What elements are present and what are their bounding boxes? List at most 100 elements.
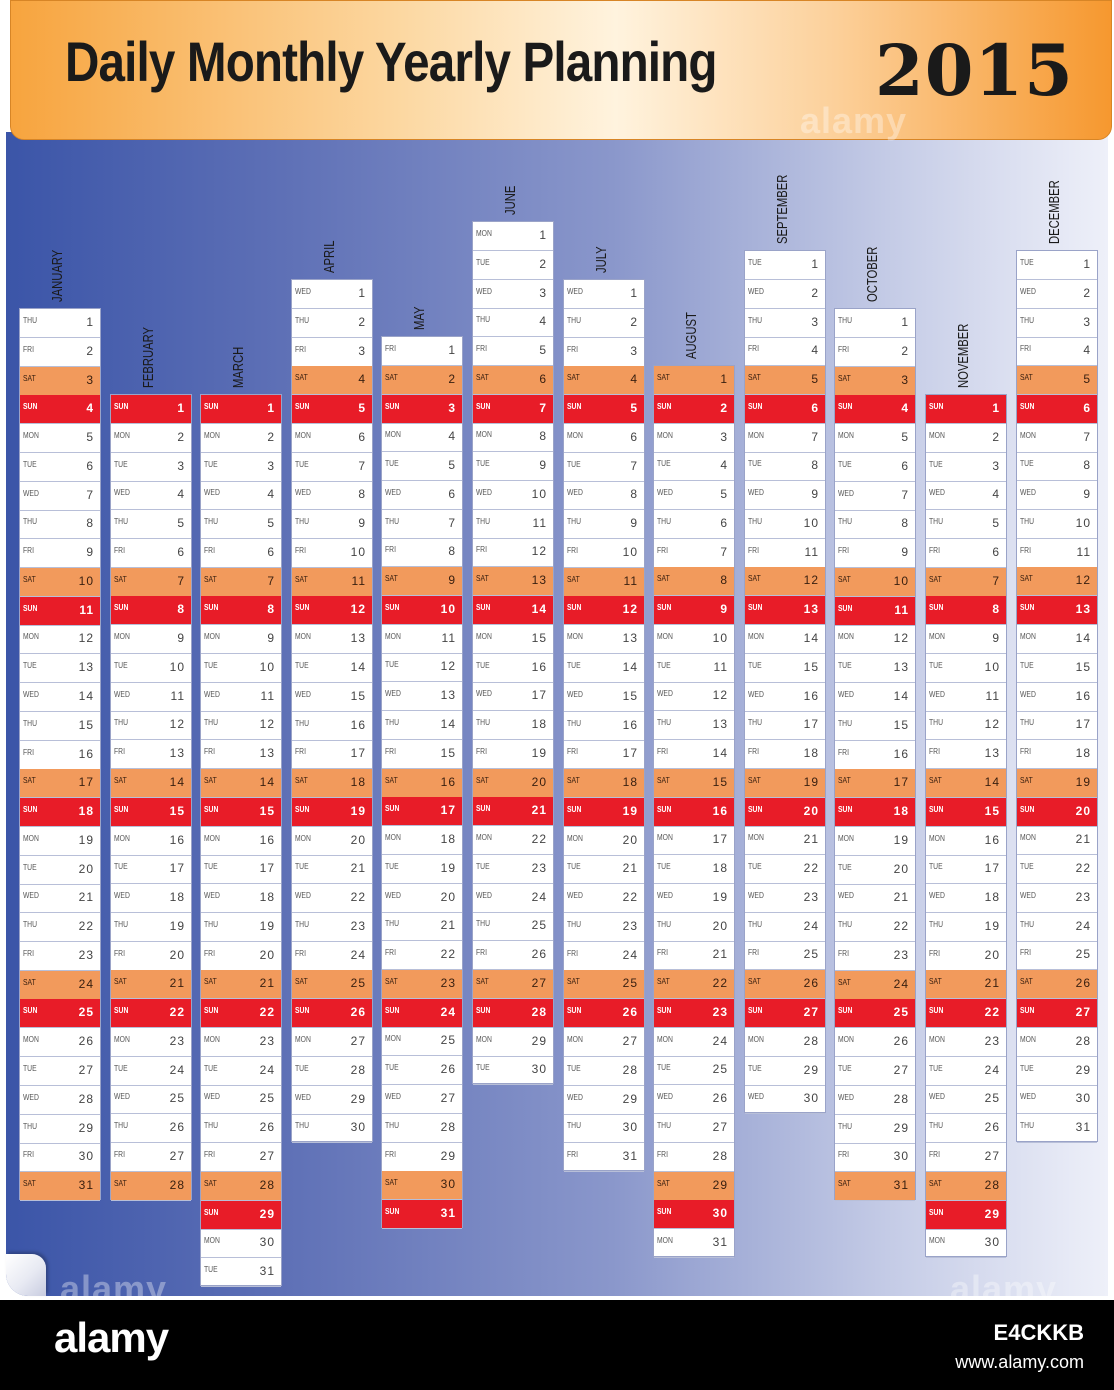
month-column-july: WED 1 THU 2 FRI 3 SAT 4 SUN 5 MON 6 TUE 7 WED 8 THU 9 FRI 1… <box>563 279 645 1172</box>
weekday-label: THU <box>23 719 37 728</box>
day-number: 7 <box>177 574 185 588</box>
day-number: 9 <box>539 458 547 472</box>
day-cell: FRI 7 <box>654 539 734 568</box>
weekday-label: SUN <box>385 1207 400 1216</box>
weekday-label: SAT <box>295 776 308 785</box>
weekday-label: WED <box>657 689 673 698</box>
day-number: 10 <box>440 602 456 616</box>
day-cell: SUN 5 <box>292 395 372 424</box>
day-cell: MON 30 <box>201 1229 281 1258</box>
day-cell: SAT 17 <box>20 769 100 798</box>
day-number: 27 <box>803 1005 819 1019</box>
day-cell: THU 12 <box>926 711 1006 740</box>
day-number: 25 <box>531 918 547 932</box>
day-cell: MON 23 <box>201 1028 281 1057</box>
day-number: 25 <box>259 1091 275 1105</box>
day-number: 3 <box>901 373 909 387</box>
month-name-august: AUGUST <box>683 312 700 359</box>
weekday-label: SAT <box>476 977 489 986</box>
day-cell: FRI 3 <box>564 338 644 367</box>
day-cell: SAT 31 <box>835 1172 915 1201</box>
weekday-label: MON <box>838 431 854 440</box>
day-number: 4 <box>992 487 1000 501</box>
weekday-label: FRI <box>385 747 396 756</box>
day-number: 22 <box>893 919 909 933</box>
weekday-label: SAT <box>204 977 217 986</box>
day-cell: SUN 21 <box>473 797 553 826</box>
weekday-label: WED <box>567 891 583 900</box>
weekday-label: MON <box>114 431 130 440</box>
day-number: 27 <box>984 1149 1000 1163</box>
weekday-label: FRI <box>385 948 396 957</box>
day-number: 3 <box>448 401 456 415</box>
day-cell: THU 5 <box>111 510 191 539</box>
day-cell: WED 1 <box>292 280 372 309</box>
day-number: 23 <box>622 919 638 933</box>
weekday-label: MON <box>23 431 39 440</box>
weekday-label: SAT <box>838 978 851 987</box>
day-number: 22 <box>712 976 728 990</box>
weekday-label: THU <box>1020 718 1034 727</box>
weekday-label: TUE <box>23 661 37 670</box>
weekday-label: FRI <box>1020 948 1031 957</box>
day-cell: TUE 15 <box>1017 654 1097 683</box>
day-number: 17 <box>350 746 366 760</box>
day-number: 9 <box>177 631 185 645</box>
weekday-label: SUN <box>1020 805 1035 814</box>
weekday-label: WED <box>385 689 401 698</box>
day-cell: TUE 23 <box>473 855 553 884</box>
day-cell: THU 1 <box>835 309 915 338</box>
day-cell: FRI 2 <box>835 338 915 367</box>
day-number: 24 <box>712 1034 728 1048</box>
day-cell: WED 19 <box>654 884 734 913</box>
day-number: 16 <box>531 660 547 674</box>
day-cell: SAT 24 <box>20 971 100 1000</box>
weekday-label: FRI <box>838 345 849 354</box>
day-cell: THU 11 <box>473 510 553 539</box>
weekday-label: SAT <box>295 977 308 986</box>
day-number: 13 <box>622 631 638 645</box>
weekday-label: MON <box>295 632 311 641</box>
day-number: 17 <box>169 861 185 875</box>
day-cell: FRI 8 <box>382 538 462 567</box>
weekday-label: SUN <box>204 1208 219 1217</box>
weekday-label: SUN <box>114 603 129 612</box>
day-number: 31 <box>440 1206 456 1220</box>
day-number: 15 <box>531 631 547 645</box>
day-number: 18 <box>803 746 819 760</box>
month-column-december: TUE 1 WED 2 THU 3 FRI 4 SAT 5 SUN 6 MON 7 TUE 8 WED 9 THU 1… <box>1016 250 1098 1143</box>
day-number: 29 <box>803 1063 819 1077</box>
day-cell: WED 28 <box>20 1086 100 1115</box>
day-number: 11 <box>79 603 94 617</box>
day-cell: MON 16 <box>926 827 1006 856</box>
day-cell: TUE 7 <box>564 453 644 482</box>
day-number: 18 <box>1075 746 1091 760</box>
weekday-label: FRI <box>567 1150 578 1159</box>
month-name-december: DECEMBER <box>1046 180 1063 244</box>
day-number: 31 <box>893 1178 909 1192</box>
day-number: 16 <box>712 804 728 818</box>
day-cell: TUE 28 <box>564 1057 644 1086</box>
month-name-may: MAY <box>411 306 428 330</box>
day-number: 14 <box>893 689 909 703</box>
day-cell: TUE 21 <box>292 855 372 884</box>
day-cell: THU 9 <box>292 510 372 539</box>
day-cell: TUE 17 <box>201 855 281 884</box>
weekday-label: WED <box>23 489 39 498</box>
day-cell: THU 15 <box>835 712 915 741</box>
day-cell: WED 26 <box>654 1085 734 1114</box>
day-cell: THU 21 <box>382 912 462 941</box>
weekday-label: MON <box>657 632 673 641</box>
day-cell: SUN 8 <box>201 596 281 625</box>
day-cell: TUE 29 <box>745 1057 825 1086</box>
month-column-february: SUN 1 MON 2 TUE 3 WED 4 THU 5 FRI 6 SAT 7 SUN 8 MON 9 TUE 1… <box>110 394 192 1201</box>
weekday-label: SUN <box>1020 603 1035 612</box>
day-cell: SUN 18 <box>835 798 915 827</box>
day-number: 10 <box>622 545 638 559</box>
weekday-label: SAT <box>748 373 761 382</box>
weekday-label: WED <box>385 891 401 900</box>
weekday-label: SUN <box>657 1006 672 1015</box>
day-number: 24 <box>1075 919 1091 933</box>
day-number: 1 <box>86 315 94 329</box>
weekday-label: SAT <box>295 575 308 584</box>
